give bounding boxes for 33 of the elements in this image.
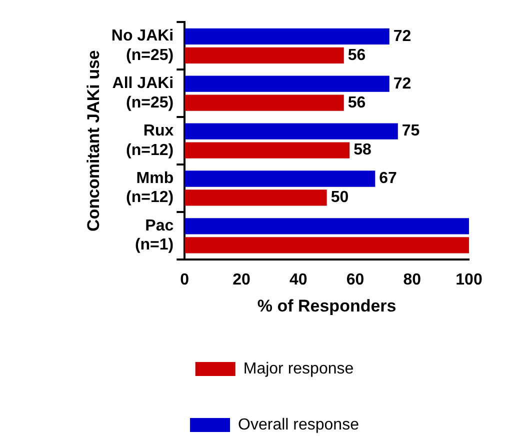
y-tick-label: No JAKi (n=25): [111, 28, 174, 64]
data-label: 56: [348, 46, 366, 64]
data-label: 56: [348, 94, 366, 112]
x-tick-label: 0: [180, 271, 190, 288]
y-tick-label: Pac (n=1): [134, 217, 174, 254]
data-label: 72: [393, 75, 412, 92]
data-label: 72: [393, 28, 412, 45]
data-label: 67: [379, 170, 398, 188]
y-tick-label: Mmb (n=12): [126, 170, 174, 206]
x-tick-label: 40: [289, 271, 308, 288]
bar: [184, 123, 398, 140]
bar: [184, 218, 469, 234]
bar: [184, 170, 376, 187]
x-tick-label: 20: [232, 271, 250, 288]
y-tick-label: All JAKi (n=25): [112, 75, 174, 112]
legend-label: Major response: [243, 360, 354, 378]
bar: [184, 237, 469, 254]
bar: [184, 94, 344, 111]
bar: [184, 190, 327, 206]
data-label: 50: [330, 189, 349, 206]
data-label: 75: [402, 122, 420, 140]
y-axis-title: Concomitant JAKi use: [84, 50, 103, 232]
x-tick-label: 60: [346, 271, 364, 288]
x-axis-title: % of Responders: [257, 296, 396, 316]
x-tick-label: 100: [456, 271, 482, 288]
data-label: 58: [354, 142, 372, 159]
bar: [184, 76, 390, 92]
bar: [184, 47, 344, 64]
bar: [184, 28, 390, 44]
x-tick-label: 80: [403, 271, 422, 288]
legend-label: Overall response: [238, 416, 360, 434]
bar: [184, 142, 350, 158]
y-tick-label: Rux (n=12): [126, 122, 174, 159]
